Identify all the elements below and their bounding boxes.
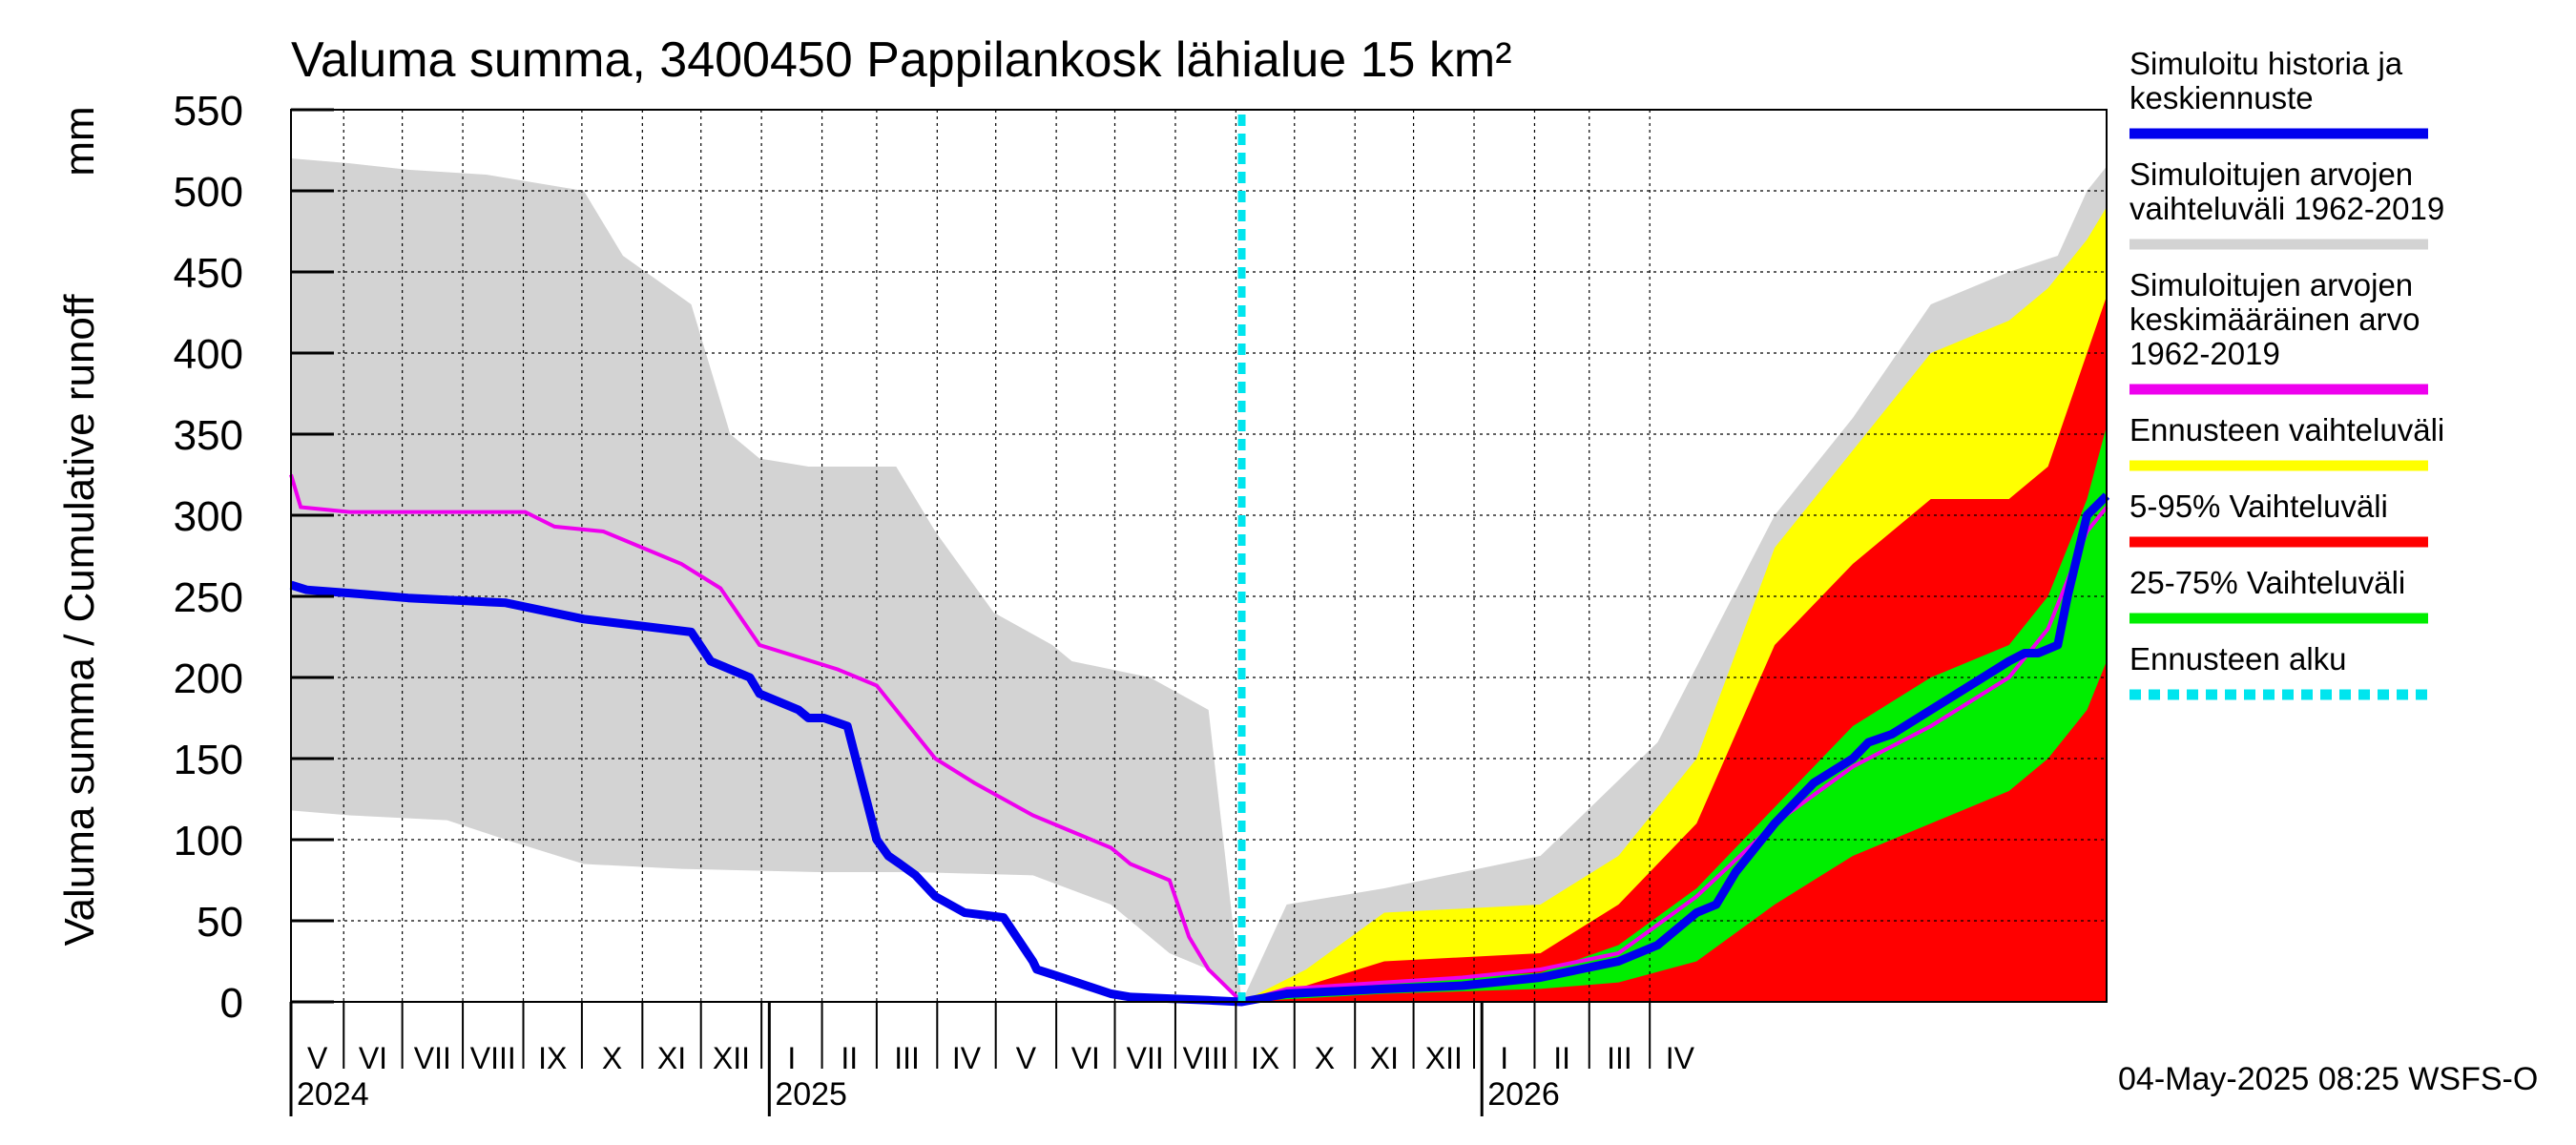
legend-label: keskiennuste — [2129, 80, 2314, 115]
legend-label: Simuloitujen arvojen — [2129, 267, 2413, 302]
legend-label: 5-95% Vaihteluväli — [2129, 489, 2388, 524]
mean-series-line — [289, 473, 2109, 1005]
month-label: V — [1016, 1041, 1037, 1075]
legend-label: keskimääräinen arvo — [2129, 302, 2420, 337]
chart-title: Valuma summa, 3400450 Pappilankosk lähia… — [291, 32, 1512, 88]
y-tick-label: 250 — [174, 574, 243, 621]
month-label: I — [787, 1041, 796, 1075]
month-label: III — [894, 1041, 920, 1075]
legend-label: Simuloitujen arvojen — [2129, 156, 2413, 192]
month-label: VI — [1071, 1041, 1100, 1075]
plot-frame — [290, 109, 2108, 1003]
band-layer — [291, 158, 2107, 1002]
month-label: XII — [713, 1041, 750, 1075]
forecast-series-line — [289, 492, 2110, 1007]
month-label: I — [1500, 1041, 1508, 1075]
y-tick-label: 100 — [174, 818, 243, 864]
footer-timestamp: 04-May-2025 08:25 WSFS-O — [2118, 1061, 2538, 1097]
y-axis-unit: mm — [56, 106, 103, 176]
month-label: VI — [359, 1041, 387, 1075]
month-label: IV — [1666, 1041, 1695, 1075]
y-tick-label: 550 — [174, 88, 243, 135]
month-label: VIII — [1183, 1041, 1229, 1075]
y-tick-label: 150 — [174, 737, 243, 783]
legend-label: 1962-2019 — [2129, 336, 2280, 371]
month-label: III — [1607, 1041, 1632, 1075]
month-label: II — [1553, 1041, 1570, 1075]
month-label: XII — [1425, 1041, 1463, 1075]
month-label: IX — [538, 1041, 567, 1075]
month-label: X — [1315, 1041, 1335, 1075]
band-25-75 — [1241, 426, 2107, 1002]
y-axis-label: Valuma summa / Cumulative runoff — [56, 294, 103, 947]
month-label: VII — [414, 1041, 451, 1075]
y-tick-label: 350 — [174, 412, 243, 459]
y-tick-label: 300 — [174, 493, 243, 540]
month-label: V — [307, 1041, 328, 1075]
y-tick-label: 50 — [197, 899, 243, 946]
month-label: VII — [1127, 1041, 1164, 1075]
legend-label: Ennusteen vaihteluväli — [2129, 412, 2444, 448]
legend-label: 25-75% Vaihteluväli — [2129, 565, 2405, 600]
month-label: II — [841, 1041, 858, 1075]
y-tick-label: 450 — [174, 250, 243, 297]
year-label: 2024 — [297, 1076, 369, 1113]
month-label: VIII — [470, 1041, 516, 1075]
y-tick-label: 200 — [174, 656, 243, 702]
y-tick-label: 0 — [220, 980, 243, 1027]
line-layer — [289, 114, 2110, 1007]
legend-label: vaihteluväli 1962-2019 — [2129, 191, 2444, 226]
year-label: 2025 — [775, 1076, 847, 1113]
y-tick-label: 500 — [174, 169, 243, 216]
legend-label: Simuloitu historia ja — [2129, 46, 2403, 81]
y-tick-label: 400 — [174, 331, 243, 378]
month-label: X — [602, 1041, 622, 1075]
month-label: IX — [1251, 1041, 1279, 1075]
history-range-band — [291, 158, 1242, 1002]
month-label: IV — [952, 1041, 982, 1075]
month-label: XI — [657, 1041, 686, 1075]
month-label: XI — [1370, 1041, 1399, 1075]
year-label: 2026 — [1487, 1076, 1560, 1113]
legend-label: Ennusteen alku — [2129, 641, 2347, 677]
